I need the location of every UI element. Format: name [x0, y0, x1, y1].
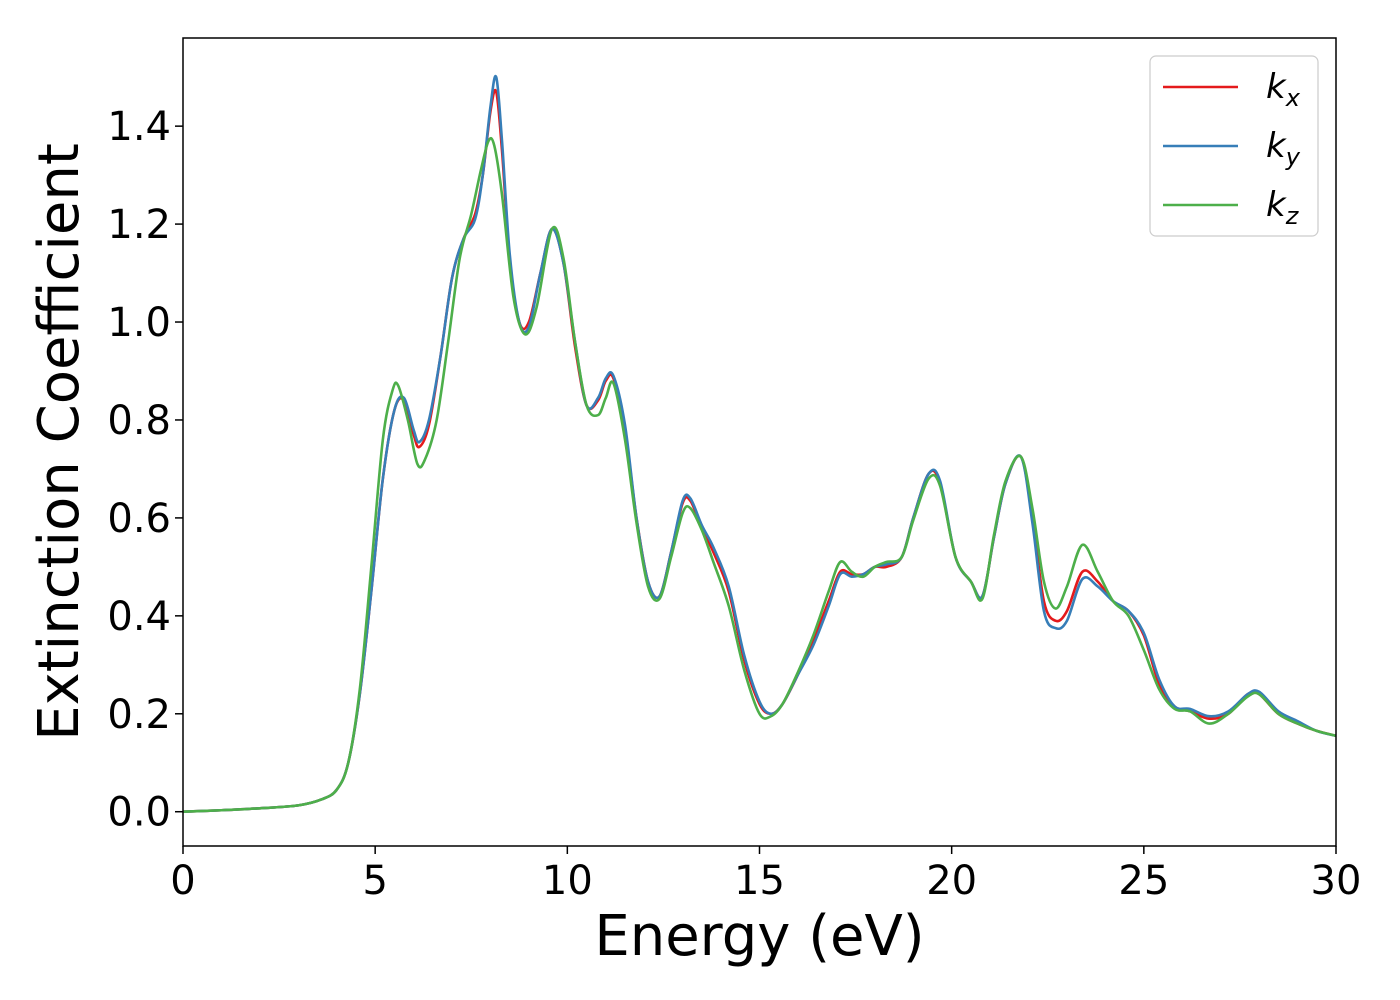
y-tick-label: 0.0 [107, 790, 171, 836]
y-tick-label: 1.2 [107, 202, 171, 248]
series-line-x [182, 88, 1337, 814]
x-tick-label: 10 [542, 858, 593, 904]
y-tick-label: 0.2 [107, 692, 171, 738]
axis-ticks: 0 5 10 15 20 25 30 0.0 0.2 0.4 0.6 0.8 1.0 1.2 1.4 [107, 104, 1361, 904]
y-axis-label: Extinction Coefficient [27, 143, 92, 741]
x-tick-label: 15 [734, 858, 785, 904]
series-line-y [182, 74, 1337, 814]
legend: kx ky kz [1149, 55, 1319, 237]
y-tick-label: 0.6 [107, 496, 171, 542]
x-axis-label: Energy (eV) [594, 904, 924, 969]
y-tick-label: 0.8 [107, 398, 171, 444]
x-tick-label: 25 [1118, 858, 1169, 904]
legend-label-y: ky [1266, 126, 1301, 171]
series-lines [182, 74, 1337, 814]
y-tick-label: 1.4 [107, 104, 171, 150]
x-tick-label: 0 [170, 858, 195, 904]
x-tick-label: 30 [1311, 858, 1362, 904]
legend-label-z: kz [1266, 185, 1300, 230]
y-tick-label: 1.0 [107, 300, 171, 346]
x-tick-label: 5 [362, 858, 387, 904]
legend-label-x: kx [1266, 67, 1301, 112]
x-tick-label: 20 [926, 858, 977, 904]
y-tick-label: 0.4 [107, 594, 171, 640]
series-line-z [182, 136, 1337, 814]
